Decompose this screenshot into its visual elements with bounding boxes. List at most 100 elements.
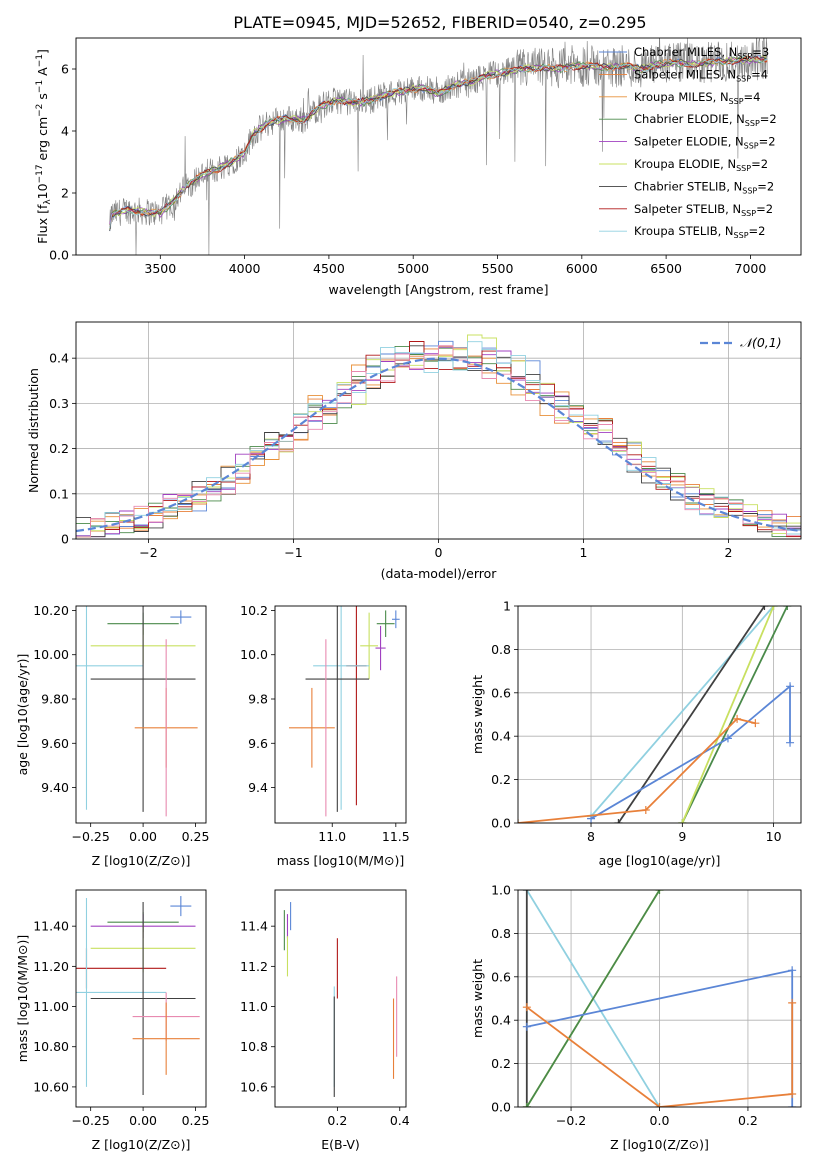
model-line-kroupa-stelib: [109, 55, 768, 229]
y-tick-label: 0.2: [49, 441, 69, 456]
y-tick-label: 11.20: [33, 959, 69, 974]
legend: Chabrier MILES, NSSP=3 Salpeter MILES, NS…: [599, 45, 777, 240]
legend-label: 𝒩(0,1): [740, 335, 782, 350]
y-tick-label: 0.4: [491, 1013, 511, 1028]
errorbar-point: [376, 610, 395, 637]
y-tick-label: 9.8: [248, 692, 268, 707]
x-tick-label: 0.4: [390, 1113, 410, 1128]
y-tick-label: 10.00: [33, 647, 69, 662]
x-tick-label: −0.25: [72, 1113, 110, 1128]
x-tick-label: 4500: [313, 261, 345, 276]
legend-label: Chabrier ELODIE, NSSP=2: [634, 112, 777, 128]
x-axis-label: wavelength [Angstrom, rest frame]: [328, 282, 548, 297]
panel-age_vs_mass: 11.0 11.5 9.4 9.6 9.8 10.0 10.2 mass [log10(M/M…: [240, 603, 410, 868]
x-tick-label: 0.2: [738, 1113, 758, 1128]
marker-plus: [655, 890, 664, 894]
legend-label: Chabrier STELIB, NSSP=2: [634, 179, 774, 195]
legend-label: Kroupa MILES, NSSP=4: [634, 90, 760, 106]
marker-plus: [723, 734, 732, 743]
marker-plus: [788, 1089, 797, 1098]
marker-plus: [522, 890, 531, 894]
axes-frame: [75, 321, 802, 540]
axes-frame: [75, 889, 207, 1108]
x-axis-label: Z [log10(Z/Z⊙)]: [92, 1137, 191, 1152]
errorbar-point: [288, 687, 335, 768]
y-axis-label: mass weight: [470, 675, 485, 754]
errorbar-point: [392, 610, 400, 629]
y-tick-label: 0.0: [491, 1100, 511, 1115]
x-tick-label: −2: [139, 545, 157, 560]
errorbar-point: [375, 625, 386, 671]
x-tick-label: −0.2: [556, 1113, 586, 1128]
x-tick-label: 4000: [229, 261, 261, 276]
y-tick-label: 0.0: [49, 248, 69, 263]
legend-label: Kroupa STELIB, NSSP=2: [634, 224, 765, 240]
y-tick-label: 9.60: [41, 736, 69, 751]
mass-weight-line-salpeter-miles: [526, 1002, 794, 1107]
mass-weight-line-chabrier-elodie: [681, 606, 789, 823]
x-tick-label: 0: [435, 545, 443, 560]
histogram-kroupa-stelib: [76, 341, 801, 537]
y-tick-label: 10.60: [33, 1079, 69, 1094]
x-axis-label: age [log10(age/yr)]: [599, 853, 721, 868]
x-tick-label: 6500: [650, 261, 682, 276]
normal-curve: [75, 357, 802, 533]
errorbar-point: [313, 606, 370, 810]
x-tick-label: 0.00: [129, 1113, 157, 1128]
marker-plus: [614, 819, 623, 823]
panel-massweight_vs_age: 8 9 10 0.0 0.2 0.4 0.6 0.8 1 age [log10(age/yr)] m…: [470, 599, 802, 868]
x-tick-label: −0.25: [72, 829, 110, 844]
x-tick-label: 3500: [144, 261, 176, 276]
y-tick-label: 10.8: [240, 1039, 268, 1054]
errorbar-point: [76, 606, 144, 810]
x-tick-label: 11.5: [382, 829, 410, 844]
histogram-kroupa-elodie: [76, 334, 801, 538]
y-tick-label: 11.40: [33, 919, 69, 934]
x-axis-label: E(B-V): [321, 1137, 360, 1152]
y-tick-label: 0: [61, 532, 69, 547]
model-line-salpeter-stelib: [109, 56, 768, 228]
y-tick-label: 0.2: [491, 1056, 511, 1071]
y-axis-label: Normed distribution: [26, 368, 41, 493]
histogram-chabrier-miles: [76, 340, 801, 538]
x-axis-label: (data-model)/error: [381, 566, 498, 581]
marker-plus: [733, 714, 742, 723]
legend-label: Salpeter ELODIE, NSSP=2: [634, 135, 776, 151]
marker-plus: [788, 966, 797, 975]
histogram-pink: [76, 345, 801, 538]
x-tick-label: −1: [284, 545, 302, 560]
panel-residuals: −2 −1 0 1 2 0 0.1 0.2 0.3 0.4 (data-model)/error No…: [26, 321, 802, 581]
y-tick-label: 10.6: [240, 1079, 268, 1094]
x-tick-label: 11.0: [318, 829, 346, 844]
y-tick-label: 9.6: [248, 736, 268, 751]
x-tick-label: 0.25: [182, 829, 210, 844]
y-tick-label: 0.1: [49, 486, 69, 501]
marker-plus: [655, 1103, 664, 1107]
y-tick-label: 0.4: [49, 351, 69, 366]
y-tick-label: 0.6: [491, 969, 511, 984]
histogram-chabrier-stelib: [76, 345, 801, 538]
axes-frame: [517, 889, 802, 1108]
y-axis-label: Flux [fλ10−17 erg cm−2 s−1 A−1]: [35, 49, 53, 244]
x-axis-label: Z [log10(Z/Z⊙)]: [92, 853, 191, 868]
y-tick-label: 0.8: [491, 642, 511, 657]
x-tick-label: 0.2: [327, 1113, 347, 1128]
errorbar-point: [76, 898, 167, 1087]
marker-plus: [522, 1022, 531, 1031]
y-axis-label: age [log10(age/yr)]: [15, 654, 30, 776]
x-tick-label: 5500: [482, 261, 514, 276]
mass-weight-line-kroupa-stelib: [590, 606, 775, 818]
x-tick-label: 0.25: [182, 1113, 210, 1128]
x-axis-label: mass [log10(M/M⊙)]: [277, 853, 405, 868]
x-tick-label: 9: [678, 829, 686, 844]
y-tick-label: 1: [503, 599, 511, 614]
x-tick-label: 0.0: [650, 1113, 670, 1128]
errorbar-point: [360, 612, 379, 680]
y-tick-label: 11.00: [33, 999, 69, 1014]
x-axis-label: Z [log10(Z/Z⊙)]: [610, 1137, 709, 1152]
marker-plus: [522, 1003, 531, 1012]
x-tick-label: 0.00: [129, 829, 157, 844]
marker-plus: [788, 998, 797, 1007]
y-tick-label: 0.3: [49, 396, 69, 411]
